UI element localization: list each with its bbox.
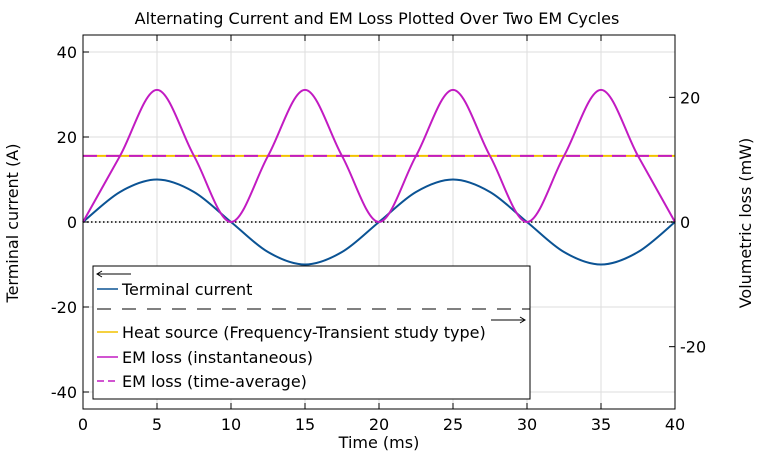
legend-label: Terminal current: [121, 280, 252, 299]
x-tick-label: 10: [221, 415, 241, 434]
y-tick-label-right: -20: [680, 338, 706, 357]
x-tick-label: 0: [78, 415, 88, 434]
legend-label: Heat source (Frequency-Transient study t…: [122, 323, 486, 342]
y-tick-label-left: -20: [51, 298, 77, 317]
x-axis-label: Time (ms): [338, 433, 420, 452]
y-tick-label-right: 0: [680, 213, 690, 232]
x-tick-label: 25: [443, 415, 463, 434]
x-tick-label: 40: [665, 415, 685, 434]
x-tick-label: 35: [591, 415, 611, 434]
x-tick-label: 15: [295, 415, 315, 434]
y-tick-label-left: 40: [57, 43, 77, 62]
series-group: [82, 88, 676, 266]
legend-box: [92, 265, 531, 400]
x-tick-label: 20: [369, 415, 389, 434]
y-tick-label-left: 0: [67, 213, 77, 232]
chart-title: Alternating Current and EM Loss Plotted …: [135, 9, 620, 28]
y-tick-label-left: 20: [57, 128, 77, 147]
legend-arrow-left-head: [96, 270, 103, 278]
x-tick-label: 30: [517, 415, 537, 434]
series-line-2: [82, 88, 676, 224]
legend-label: EM loss (instantaneous): [122, 348, 313, 367]
ticks: [82, 35, 676, 409]
tick-labels: 0 5 10 15 20 25 30 35 40 -40 -20 0 20 40 -20 0 20: [51, 43, 706, 434]
y-tick-label-right: 20: [680, 88, 700, 107]
y-axis-label-right: Volumetric loss (mW): [736, 138, 755, 309]
legend-arrow-right-head: [519, 316, 526, 324]
legend: Terminal current Heat source (Frequency-T…: [92, 265, 531, 400]
y-axis-label-left: Terminal current (A): [3, 144, 22, 304]
legend-label: EM loss (time-average): [122, 372, 307, 391]
legend-entries: Terminal current Heat source (Frequency-T…: [97, 280, 486, 391]
y-tick-label-left: -40: [51, 383, 77, 402]
x-tick-label: 5: [152, 415, 162, 434]
